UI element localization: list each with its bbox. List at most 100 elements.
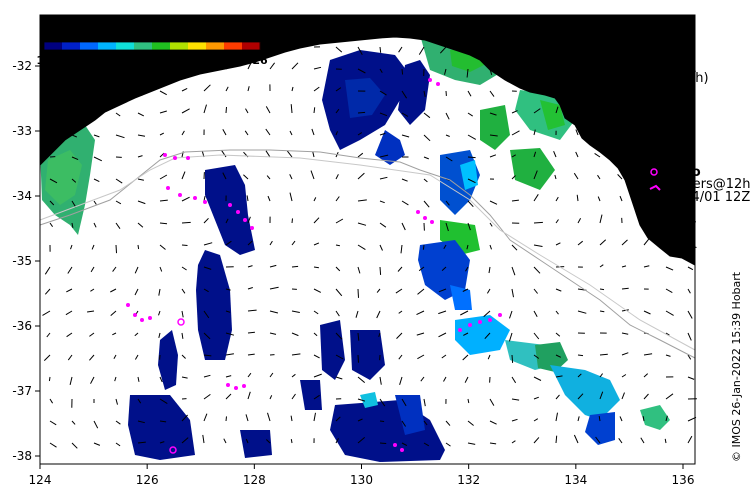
current-vector — [137, 155, 143, 158]
current-vector — [640, 437, 645, 444]
current-vector — [335, 310, 340, 317]
drifter-point — [428, 78, 432, 82]
current-vector — [291, 310, 300, 313]
current-vector — [423, 156, 429, 160]
current-vector — [576, 194, 579, 202]
current-vector — [269, 264, 277, 268]
current-vector — [115, 222, 121, 229]
current-vector — [203, 217, 209, 224]
current-vector — [401, 112, 409, 117]
current-vector — [398, 46, 403, 53]
current-vector — [511, 440, 516, 444]
current-vector — [598, 416, 601, 422]
current-vector — [158, 310, 161, 316]
current-vector — [445, 442, 451, 447]
current-vector — [203, 310, 210, 319]
current-vector — [312, 151, 315, 158]
current-vector — [511, 130, 520, 136]
current-vector — [489, 398, 495, 406]
current-vector — [225, 310, 231, 313]
current-vector — [466, 244, 469, 250]
current-vector — [643, 238, 650, 246]
drifter-point — [468, 323, 472, 327]
current-vector — [357, 398, 366, 402]
current-vector — [533, 396, 539, 400]
current-vector — [577, 354, 584, 357]
drifter-point — [234, 386, 238, 390]
current-vector — [378, 332, 381, 337]
current-vector — [137, 420, 145, 424]
current-vector — [555, 288, 562, 292]
current-vector — [48, 376, 51, 382]
current-vector — [483, 310, 491, 317]
current-vector — [203, 84, 211, 92]
current-vector — [181, 221, 191, 224]
current-vector — [573, 434, 579, 444]
current-vector — [42, 310, 51, 316]
colorbar-segment — [188, 42, 207, 50]
current-vector — [93, 178, 100, 183]
colorbar-segment — [44, 42, 63, 50]
current-vector — [599, 264, 604, 268]
current-vector — [621, 265, 627, 268]
current-vector — [310, 170, 315, 180]
current-vector — [335, 131, 338, 136]
current-vector — [225, 375, 232, 378]
current-vector — [554, 174, 557, 180]
current-vector — [599, 353, 608, 356]
current-vector — [401, 68, 404, 75]
current-vector — [113, 354, 117, 359]
current-vector — [441, 266, 447, 271]
current-vector — [379, 68, 383, 73]
current-vector — [357, 111, 366, 114]
current-vector — [597, 196, 601, 202]
current-vector — [159, 376, 163, 383]
current-vector — [401, 398, 407, 407]
colorbar-tick-label: 23 — [193, 54, 208, 67]
current-vector — [467, 420, 474, 426]
current-vector — [416, 332, 425, 336]
current-vector — [247, 240, 253, 246]
current-vector — [93, 420, 99, 429]
drifter-point — [236, 210, 240, 214]
current-vector — [89, 354, 95, 361]
current-vector — [247, 287, 253, 290]
drifter-point — [203, 200, 207, 204]
current-vector — [93, 134, 100, 138]
current-vector — [90, 266, 95, 273]
coastline — [39, 36, 696, 266]
current-vector — [159, 90, 167, 96]
current-vector — [489, 90, 495, 97]
current-vector — [159, 441, 165, 444]
current-vector — [438, 332, 447, 338]
current-vector — [357, 244, 366, 251]
current-vector — [379, 244, 383, 251]
current-vector — [269, 395, 273, 400]
current-vector — [65, 310, 73, 316]
colorbar-tick-label: 24 — [213, 54, 229, 67]
current-vector — [577, 218, 582, 224]
drifters-label-1: drifters@12h — [666, 177, 750, 192]
current-vector — [533, 266, 541, 274]
colorbar-tick-label: 25 — [233, 54, 248, 67]
current-vector — [247, 353, 255, 356]
current-vector — [665, 354, 671, 357]
current-vector — [511, 199, 519, 202]
current-vector — [137, 134, 146, 137]
current-vector — [489, 112, 497, 116]
current-vector — [445, 222, 449, 232]
current-vector — [291, 332, 299, 337]
current-vector — [203, 266, 212, 270]
current-vector — [269, 310, 279, 314]
current-vector — [379, 442, 387, 444]
current-vector — [423, 90, 426, 97]
current-vector — [158, 288, 161, 296]
current-vector — [687, 310, 693, 319]
current-vector — [489, 200, 498, 205]
current-vector — [533, 418, 539, 422]
current-vector — [110, 288, 117, 293]
current-vector — [489, 244, 492, 250]
current-vector — [225, 353, 234, 356]
current-vector — [93, 222, 97, 228]
current-vector — [687, 376, 695, 380]
